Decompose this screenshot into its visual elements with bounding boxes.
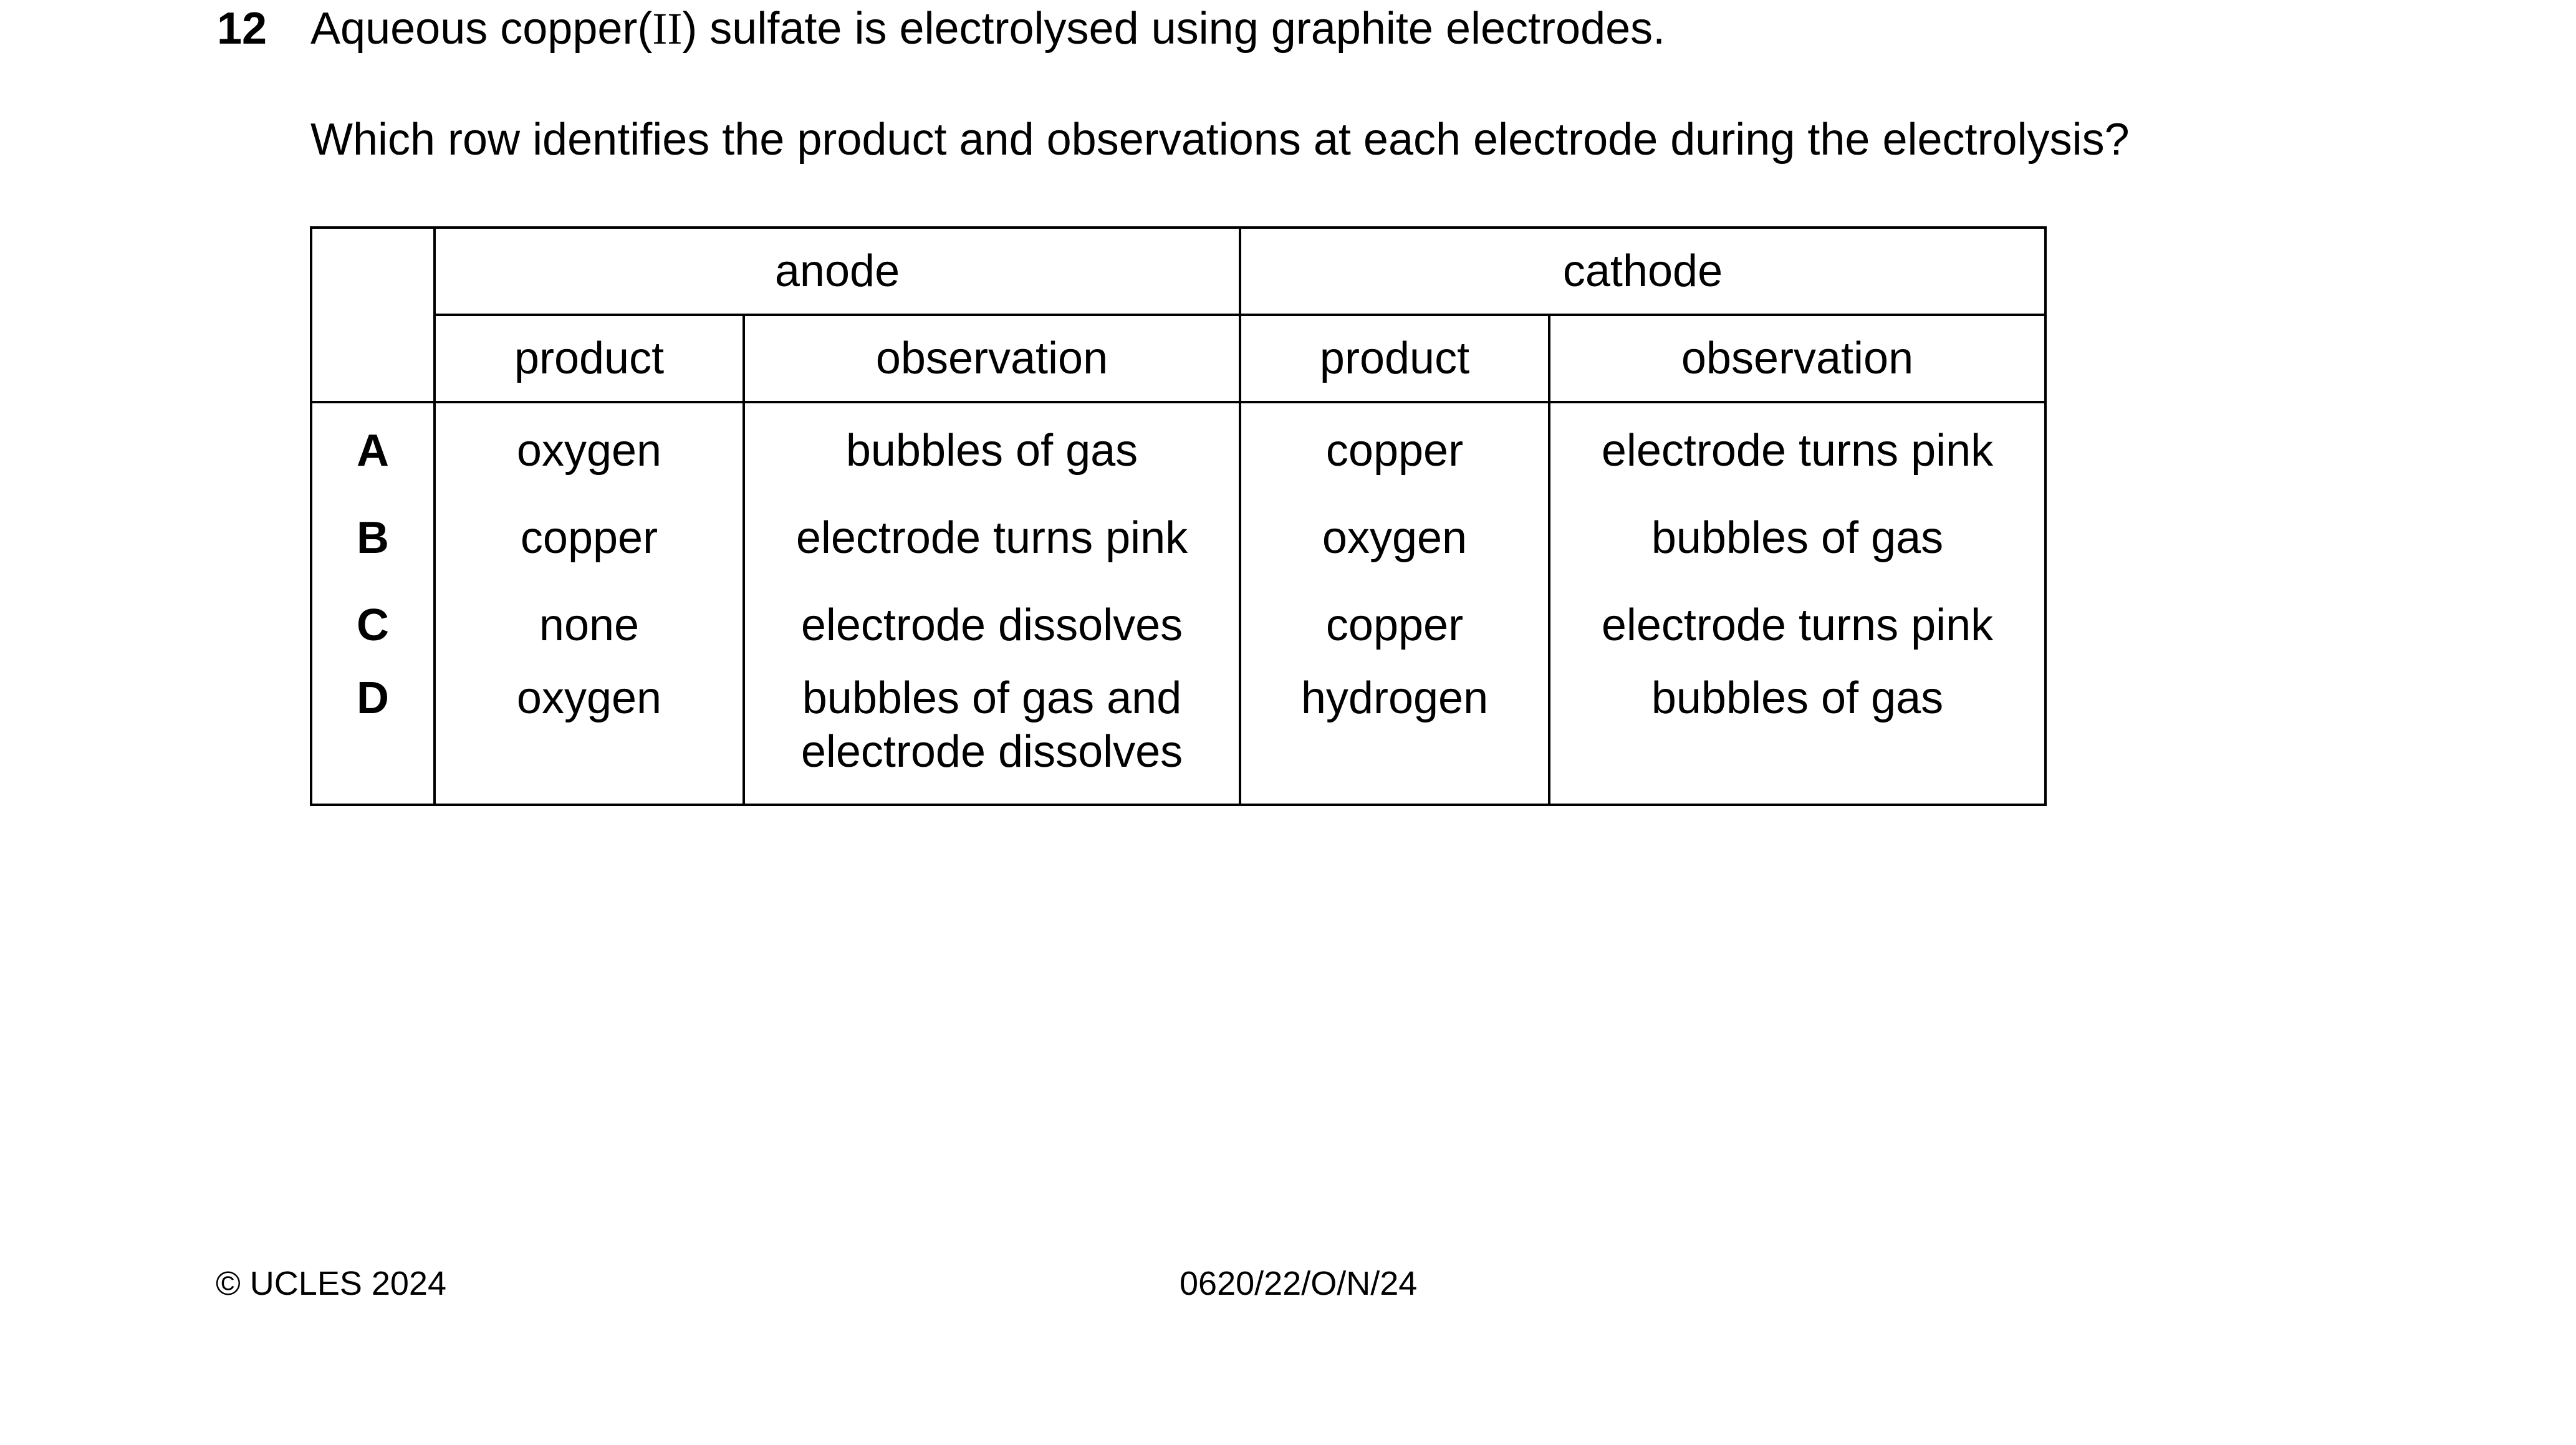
- anode-product: none: [433, 582, 745, 669]
- anode-observation: electrode turns pink: [743, 494, 1241, 582]
- cathode-header: cathode: [1239, 226, 2047, 316]
- anode-observation: electrode dissolves: [743, 582, 1241, 669]
- cathode-observation: electrode turns pink: [1548, 582, 2047, 669]
- row-key: D: [310, 669, 436, 806]
- answer-table: anode cathode product observation produc…: [310, 226, 2047, 806]
- row-key: A: [310, 402, 436, 494]
- row-key: B: [310, 494, 436, 582]
- cathode-product: hydrogen: [1239, 669, 1550, 806]
- anode-observation-header: observation: [743, 314, 1241, 403]
- paper-code: 0620/22/O/N/24: [1180, 1265, 1418, 1302]
- cathode-product-header: product: [1239, 314, 1550, 403]
- copyright: © UCLES 2024: [216, 1265, 446, 1302]
- question-text: Aqueous copper(II) sulfate is electrolys…: [310, 6, 1665, 51]
- cathode-observation-header: observation: [1548, 314, 2047, 403]
- anode-product-header: product: [433, 314, 745, 403]
- table-row-d: D oxygen bubbles of gas and electrode dis…: [310, 669, 2047, 806]
- row-key: C: [310, 582, 436, 669]
- anode-observation: bubbles of gas and electrode dissolves: [743, 669, 1241, 806]
- question-text-part1: Aqueous copper(: [310, 4, 653, 54]
- cathode-observation: bubbles of gas: [1548, 669, 2047, 806]
- anode-observation: bubbles of gas: [743, 402, 1241, 494]
- anode-observation-line1: bubbles of gas and: [802, 673, 1182, 723]
- cathode-product: copper: [1239, 582, 1550, 669]
- group-header-row: anode cathode: [310, 226, 2047, 403]
- cathode-observation: electrode turns pink: [1548, 402, 2047, 494]
- table-row-c: C none electrode dissolves copper electr…: [310, 582, 2047, 669]
- question-text-part2: ) sulfate is electrolysed using graphite…: [682, 4, 1666, 54]
- question-number: 12: [217, 4, 267, 54]
- anode-product: copper: [433, 494, 745, 582]
- table-row-b: B copper electrode turns pink oxygen bub…: [310, 494, 2047, 582]
- roman-numeral: II: [652, 4, 683, 54]
- table-row-a: A oxygen bubbles of gas copper electrode…: [310, 402, 2047, 494]
- anode-header: anode: [433, 226, 1241, 316]
- anode-product: oxygen: [433, 402, 745, 494]
- anode-product: oxygen: [433, 669, 745, 806]
- sub-header-row: product observation product observation: [311, 314, 2047, 403]
- anode-observation-line2: electrode dissolves: [800, 727, 1183, 777]
- cathode-product: copper: [1239, 402, 1550, 494]
- cathode-observation: bubbles of gas: [1548, 494, 2047, 582]
- cathode-product: oxygen: [1239, 494, 1550, 582]
- corner-cell: [310, 226, 436, 403]
- question-prompt: Which row identifies the product and obs…: [310, 115, 2130, 165]
